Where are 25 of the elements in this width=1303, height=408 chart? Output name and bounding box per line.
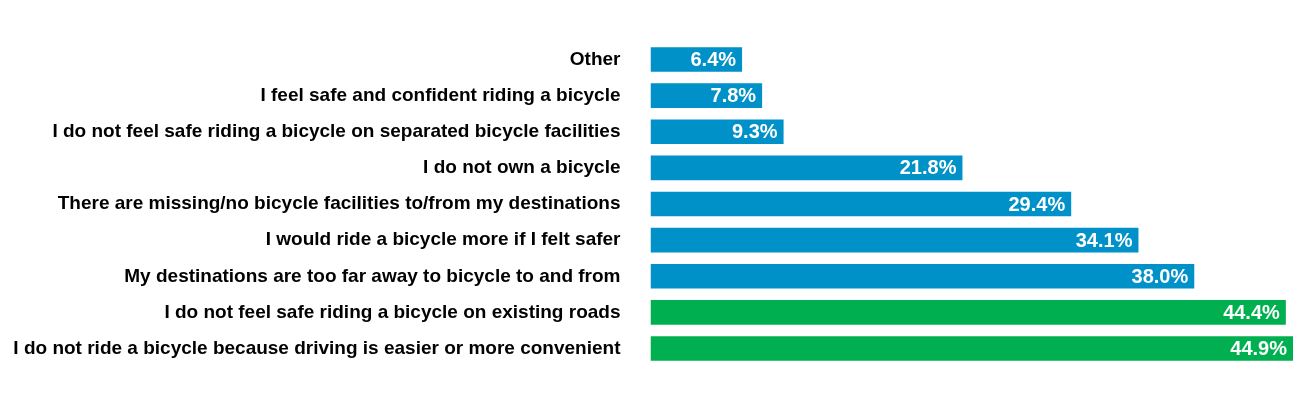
bar [650,263,1195,289]
data-label: 29.4% [1008,192,1066,215]
data-label: 38.0% [1131,264,1189,287]
data-label: 44.4% [1223,300,1281,323]
data-label: 7.8% [710,84,757,107]
data-label: 44.9% [1230,337,1288,360]
y-tick-label: There are missing/no bicycle facilities to/from my destinations [57,192,621,214]
y-tick-label: I do not feel safe riding a bicycle on separated bicycle facilities [52,119,621,141]
bar [650,191,1072,217]
data-label: 9.3% [731,120,778,143]
y-tick-label: I would ride a bicycle more if I felt safer [265,228,622,250]
data-label: 6.4% [690,47,737,70]
bar [650,119,784,145]
data-label: 21.8% [899,156,957,179]
y-tick-label: Other [569,47,622,69]
y-tick-label: I feel safe and confident riding a bicycle [260,83,621,105]
y-tick-label: I do not ride a bicycle because driving is easier or more convenient [13,336,622,358]
y-tick-label: I do not feel safe riding a bicycle on existing roads [164,300,621,322]
bar [650,155,963,181]
y-tick-label: My destinations are too far away to bicycle to and from [124,264,621,286]
bar [650,300,1286,325]
bar [650,336,1293,361]
bar [650,227,1139,253]
y-tick-label: I do not own a bicycle [423,156,621,178]
data-label: 34.1% [1075,228,1133,251]
